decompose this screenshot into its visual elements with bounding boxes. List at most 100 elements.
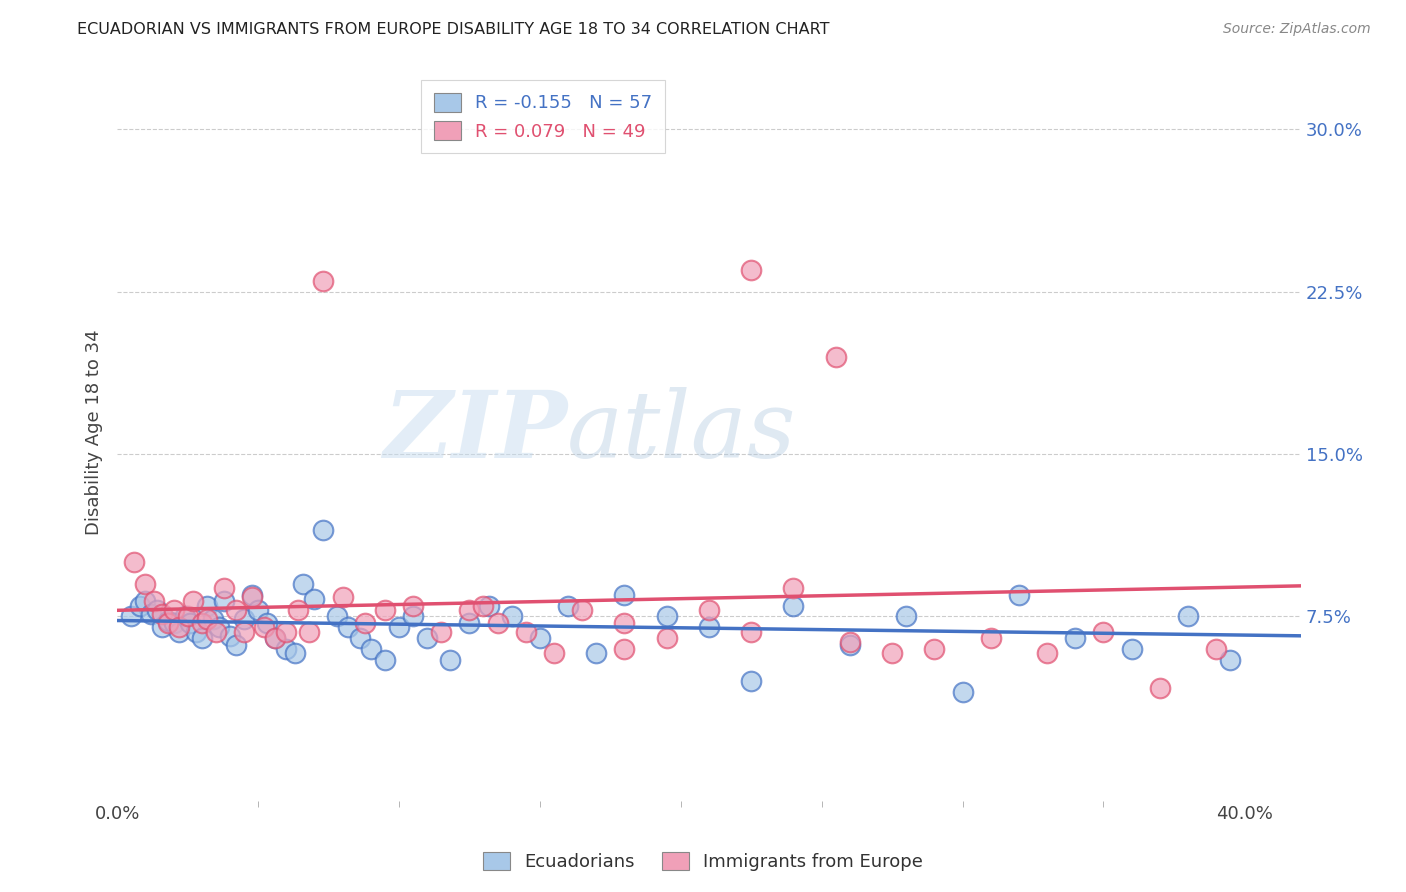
Point <box>332 590 354 604</box>
Point <box>1219 653 1241 667</box>
Point <box>613 642 636 657</box>
Text: ECUADORIAN VS IMMIGRANTS FROM EUROPE DISABILITY AGE 18 TO 34 CORRELATION CHART: ECUADORIAN VS IMMIGRANTS FROM EUROPE DIS… <box>77 22 830 37</box>
Point <box>247 603 270 617</box>
Point <box>264 631 287 645</box>
Point <box>134 594 156 608</box>
Y-axis label: Disability Age 18 to 34: Disability Age 18 to 34 <box>86 329 103 535</box>
Point <box>1121 642 1143 657</box>
Point <box>242 588 264 602</box>
Point <box>1092 624 1115 639</box>
Point <box>740 624 762 639</box>
Point <box>150 620 173 634</box>
Point <box>253 620 276 634</box>
Legend: R = -0.155   N = 57, R = 0.079   N = 49: R = -0.155 N = 57, R = 0.079 N = 49 <box>422 80 665 153</box>
Text: Source: ZipAtlas.com: Source: ZipAtlas.com <box>1223 22 1371 37</box>
Point <box>264 631 287 645</box>
Point <box>613 588 636 602</box>
Legend: Ecuadorians, Immigrants from Europe: Ecuadorians, Immigrants from Europe <box>475 845 931 879</box>
Point <box>298 624 321 639</box>
Point <box>472 599 495 613</box>
Point <box>225 603 247 617</box>
Point <box>219 629 242 643</box>
Point <box>360 642 382 657</box>
Point <box>980 631 1002 645</box>
Point <box>924 642 946 657</box>
Point <box>740 263 762 277</box>
Point <box>184 624 207 639</box>
Point <box>740 674 762 689</box>
Point <box>128 599 150 613</box>
Point <box>838 638 860 652</box>
Point <box>1064 631 1087 645</box>
Point <box>195 599 218 613</box>
Point <box>145 603 167 617</box>
Point <box>1205 642 1227 657</box>
Point <box>439 653 461 667</box>
Point <box>543 646 565 660</box>
Point <box>156 614 179 628</box>
Point <box>613 615 636 630</box>
Point <box>557 599 579 613</box>
Point <box>697 620 720 634</box>
Point <box>190 615 212 630</box>
Point <box>585 646 607 660</box>
Point <box>276 642 298 657</box>
Text: ZIP: ZIP <box>382 387 567 477</box>
Point <box>150 607 173 622</box>
Point <box>242 590 264 604</box>
Point <box>312 523 335 537</box>
Point <box>1036 646 1059 660</box>
Point <box>838 635 860 649</box>
Point <box>173 609 195 624</box>
Point <box>349 631 371 645</box>
Point <box>120 609 142 624</box>
Point <box>458 615 481 630</box>
Point <box>655 609 678 624</box>
Point <box>256 615 278 630</box>
Point <box>233 612 256 626</box>
Point <box>181 594 204 608</box>
Point <box>201 612 224 626</box>
Point <box>284 646 307 660</box>
Point <box>195 612 218 626</box>
Point <box>655 631 678 645</box>
Point <box>1177 609 1199 624</box>
Point <box>529 631 551 645</box>
Point <box>276 624 298 639</box>
Point <box>697 603 720 617</box>
Point <box>162 603 184 617</box>
Point <box>233 624 256 639</box>
Point <box>880 646 903 660</box>
Point <box>134 577 156 591</box>
Point <box>122 555 145 569</box>
Point <box>430 624 453 639</box>
Point <box>337 620 360 634</box>
Point <box>156 615 179 630</box>
Point <box>326 609 349 624</box>
Point <box>388 620 411 634</box>
Point <box>782 599 804 613</box>
Point <box>416 631 439 645</box>
Point <box>374 653 396 667</box>
Point <box>312 274 335 288</box>
Point <box>1008 588 1031 602</box>
Point <box>515 624 537 639</box>
Point <box>139 607 162 622</box>
Point <box>374 603 396 617</box>
Point <box>478 599 501 613</box>
Text: atlas: atlas <box>567 387 796 477</box>
Point <box>1149 681 1171 695</box>
Point <box>571 603 593 617</box>
Point <box>176 609 198 624</box>
Point <box>167 620 190 634</box>
Point <box>304 592 326 607</box>
Point <box>486 615 509 630</box>
Point <box>167 624 190 639</box>
Point <box>458 603 481 617</box>
Point <box>824 350 846 364</box>
Point <box>179 615 201 630</box>
Point <box>782 582 804 596</box>
Point <box>162 615 184 630</box>
Point <box>952 685 974 699</box>
Point <box>190 631 212 645</box>
